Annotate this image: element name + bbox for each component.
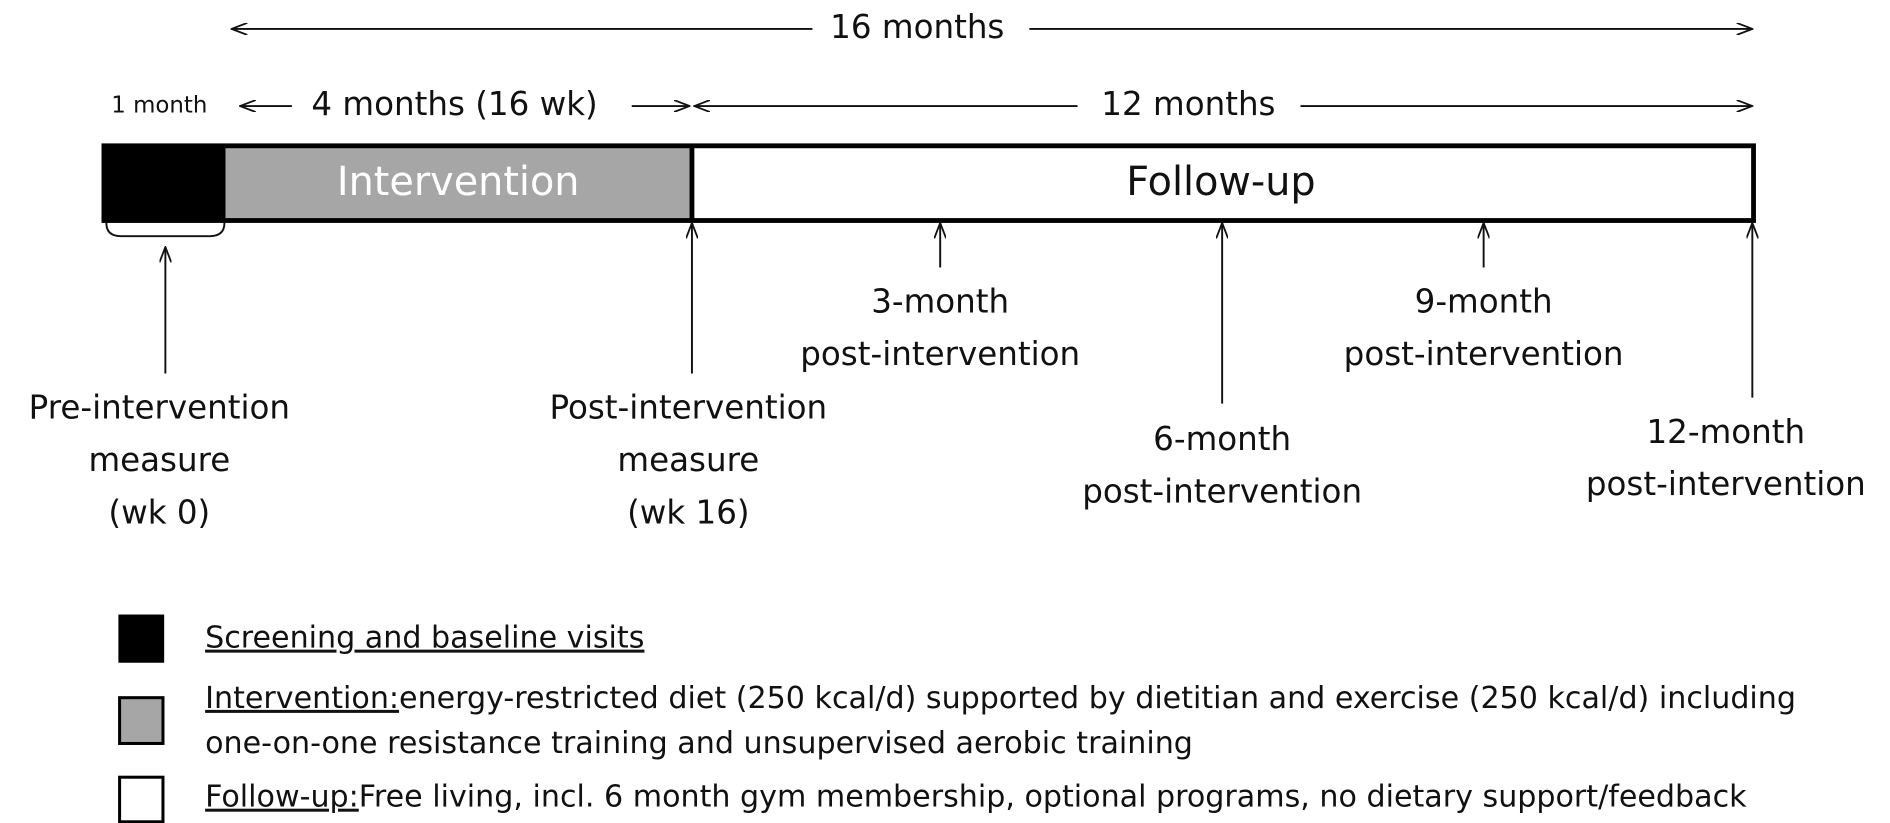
span-label: 1 month bbox=[111, 93, 207, 119]
milestone-label: 9-month bbox=[1415, 283, 1553, 321]
legend-swatch bbox=[118, 775, 165, 823]
bar-outline bbox=[101, 143, 1756, 223]
milestone-label: post-intervention bbox=[1082, 472, 1362, 510]
brace bbox=[105, 222, 226, 238]
span-label: 12 months bbox=[1101, 85, 1275, 123]
milestone-label: 12-month bbox=[1646, 413, 1805, 451]
milestone-label: post-intervention bbox=[1344, 335, 1624, 373]
follow-up-bar bbox=[691, 145, 1754, 221]
screening-bar bbox=[103, 145, 226, 221]
phase-label: Intervention bbox=[337, 159, 580, 205]
legend-description: energy-restricted diet (250 kcal/d) supp… bbox=[399, 680, 1796, 715]
legend-term: Screening and baseline visits bbox=[205, 620, 644, 655]
milestone-label: post-intervention bbox=[1586, 465, 1866, 503]
milestone-label: measure bbox=[617, 441, 759, 479]
span-arrows bbox=[232, 29, 1753, 106]
milestone-label: (wk 0) bbox=[108, 494, 210, 532]
phase-label: Follow-up bbox=[1126, 159, 1315, 205]
milestone-label: 3-month bbox=[871, 283, 1009, 321]
milestone-label: Post-intervention bbox=[550, 389, 828, 427]
legend-swatch bbox=[118, 696, 165, 745]
legend-text: one-on-one resistance training and unsup… bbox=[205, 726, 1193, 761]
milestones: Pre-intervention measure (wk 0) Post-interv… bbox=[29, 223, 1866, 532]
legend-description: Free living, incl. 6 month gym membershi… bbox=[359, 779, 1747, 814]
span-label: 4 months (16 wk) bbox=[311, 85, 597, 123]
milestone-label: post-intervention bbox=[800, 335, 1080, 373]
milestone-label: measure bbox=[88, 441, 230, 479]
milestone-label: Pre-intervention bbox=[29, 389, 290, 427]
legend-swatch bbox=[118, 614, 165, 663]
legend-text: Follow-up:Free living, incl. 6 month gym… bbox=[205, 779, 1747, 814]
span-label: 16 months bbox=[830, 8, 1004, 46]
legend-text: Screening and baseline visits bbox=[205, 620, 644, 655]
legend: Screening and baseline visits Interventio… bbox=[118, 614, 1796, 823]
legend-term: Follow-up: bbox=[205, 779, 359, 814]
legend-term: Intervention: bbox=[205, 680, 399, 715]
milestone-label: (wk 16) bbox=[627, 494, 750, 532]
milestone-label: 6-month bbox=[1153, 420, 1291, 458]
intervention-bar bbox=[225, 145, 692, 221]
legend-text: Intervention:energy-restricted diet (250… bbox=[205, 680, 1796, 715]
